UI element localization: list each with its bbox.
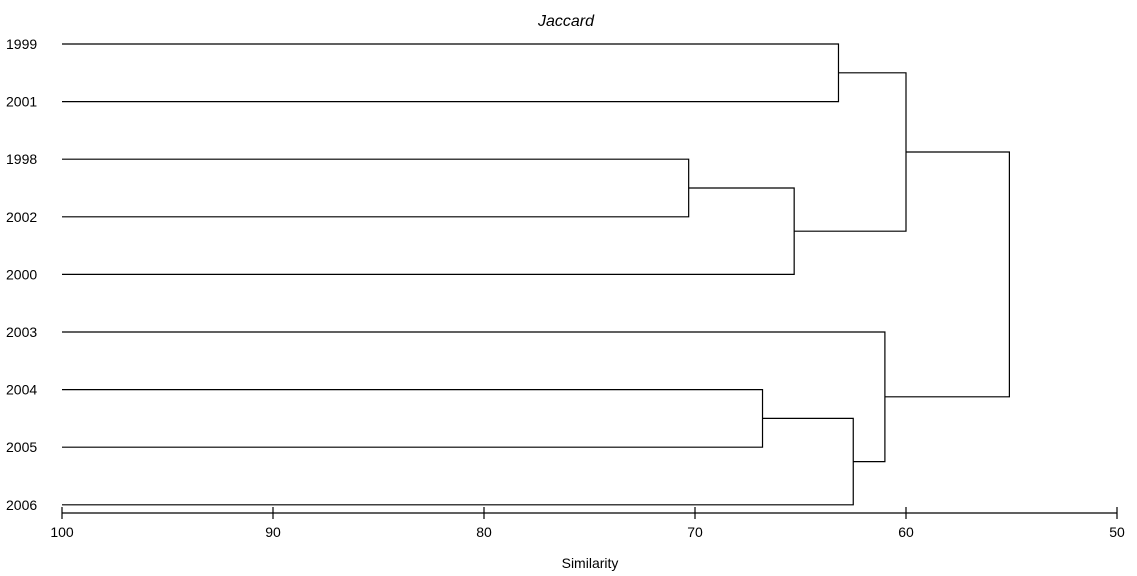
chart-title: Jaccard: [537, 13, 595, 30]
merge-c3: [62, 43, 840, 103]
x-axis: 100 90 80 70 60 50: [50, 507, 1125, 540]
leaf-label-2001: 2001: [6, 94, 37, 110]
x-tick-label-70: 70: [687, 524, 703, 540]
x-tick-label-50: 50: [1109, 524, 1125, 540]
leaf-labels: 1999 2001 1998 2002 2000 2003 2004 2005 2006: [6, 36, 37, 513]
x-tick-label-60: 60: [898, 524, 914, 540]
merge-c8: [884, 151, 1010, 398]
leaf-label-1998: 1998: [6, 151, 37, 167]
leaf-label-1999: 1999: [6, 36, 37, 52]
merge-c5: [62, 389, 764, 448]
x-tick-label-100: 100: [50, 524, 74, 540]
dendrogram-links: [62, 43, 1010, 506]
leaf-label-2004: 2004: [6, 382, 37, 398]
merge-c7: [62, 331, 886, 463]
merge-c6: [62, 417, 854, 506]
x-axis-label: Similarity: [562, 555, 619, 571]
x-tick-label-90: 90: [265, 524, 281, 540]
leaf-label-2005: 2005: [6, 439, 37, 455]
leaf-label-2000: 2000: [6, 266, 37, 282]
merge-c1: [62, 158, 690, 218]
merge-c4: [794, 72, 907, 232]
merge-c2: [62, 187, 795, 275]
x-tick-label-80: 80: [476, 524, 492, 540]
leaf-label-2006: 2006: [6, 497, 37, 513]
leaf-label-2002: 2002: [6, 209, 37, 225]
leaf-label-2003: 2003: [6, 324, 37, 340]
